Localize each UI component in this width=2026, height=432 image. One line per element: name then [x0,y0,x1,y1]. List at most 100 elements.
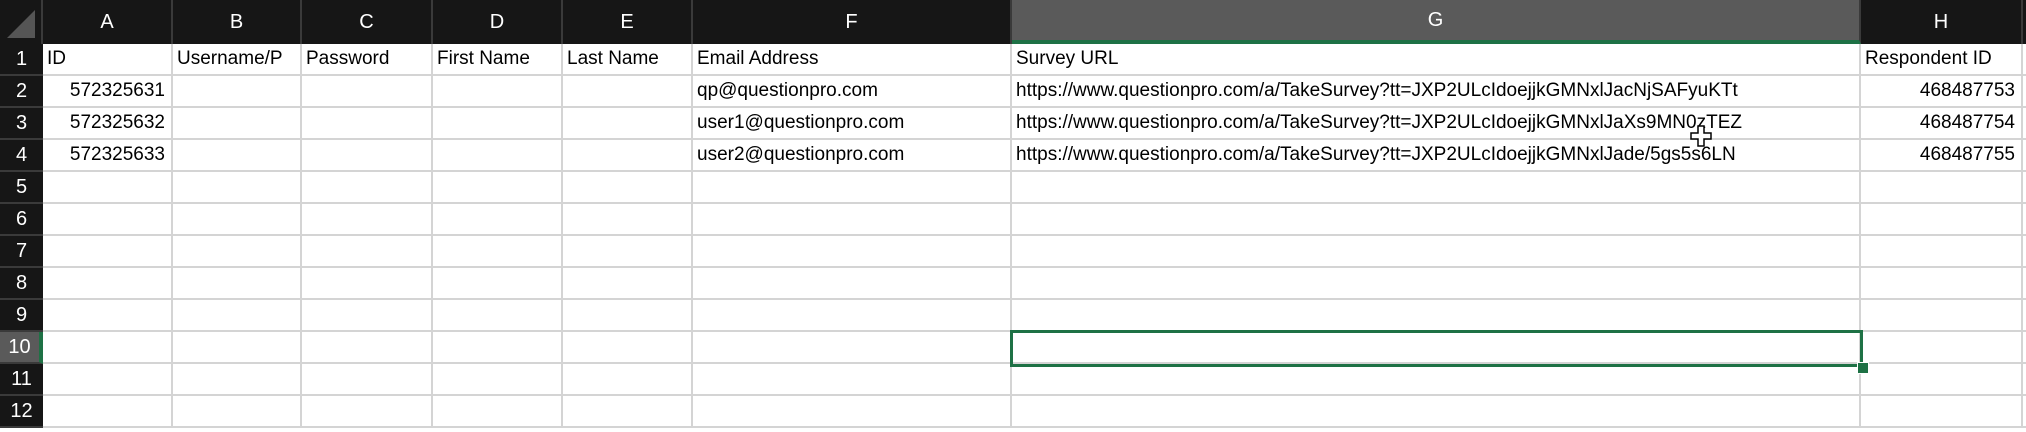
cell-e9[interactable] [563,300,693,332]
cell-b4[interactable] [173,140,302,172]
cell-h11[interactable] [1861,364,2023,396]
cell-g7[interactable] [1012,236,1861,268]
row-header-11[interactable]: 11 [0,364,43,396]
cell-b3[interactable] [173,108,302,140]
cell-b1[interactable]: Username/P [173,44,302,76]
cell-extra-4[interactable] [2023,140,2026,172]
cell-f6[interactable] [693,204,1012,236]
cell-h10[interactable] [1861,332,2023,364]
cell-extra-12[interactable] [2023,396,2026,428]
cell-c3[interactable] [302,108,433,140]
row-header-10[interactable]: 10 [0,332,43,364]
row-header-3[interactable]: 3 [0,108,43,140]
cell-b12[interactable] [173,396,302,428]
cell-b8[interactable] [173,268,302,300]
cell-b7[interactable] [173,236,302,268]
row-header-8[interactable]: 8 [0,268,43,300]
cell-h4[interactable]: 468487755 [1861,140,2023,172]
column-header-h[interactable]: H [1861,0,2023,44]
cell-g4[interactable]: https://www.questionpro.com/a/TakeSurvey… [1012,140,1861,172]
cell-b2[interactable] [173,76,302,108]
cell-extra-2[interactable] [2023,76,2026,108]
cell-f12[interactable] [693,396,1012,428]
cell-a9[interactable] [43,300,173,332]
cell-extra-1[interactable] [2023,44,2026,76]
cell-f1[interactable]: Email Address [693,44,1012,76]
cell-extra-10[interactable] [2023,332,2026,364]
cell-c5[interactable] [302,172,433,204]
cell-d7[interactable] [433,236,563,268]
cell-b5[interactable] [173,172,302,204]
cell-g1[interactable]: Survey URL [1012,44,1861,76]
cell-a1[interactable]: ID [43,44,173,76]
cell-e6[interactable] [563,204,693,236]
cell-f3[interactable]: user1@questionpro.com [693,108,1012,140]
row-header-2[interactable]: 2 [0,76,43,108]
cell-extra-6[interactable] [2023,204,2026,236]
row-header-1[interactable]: 1 [0,44,43,76]
column-header-extra[interactable] [2023,0,2026,44]
column-header-d[interactable]: D [433,0,563,44]
cell-d4[interactable] [433,140,563,172]
cell-g12[interactable] [1012,396,1861,428]
column-header-g[interactable]: G [1012,0,1861,44]
column-header-f[interactable]: F [693,0,1012,44]
row-header-6[interactable]: 6 [0,204,43,236]
cell-a2[interactable]: 572325631 [43,76,173,108]
cell-e3[interactable] [563,108,693,140]
cell-extra-7[interactable] [2023,236,2026,268]
cell-d9[interactable] [433,300,563,332]
cell-d10[interactable] [433,332,563,364]
cell-f9[interactable] [693,300,1012,332]
cell-f7[interactable] [693,236,1012,268]
cell-f10[interactable] [693,332,1012,364]
cell-h6[interactable] [1861,204,2023,236]
cell-f2[interactable]: qp@questionpro.com [693,76,1012,108]
cell-e5[interactable] [563,172,693,204]
cell-b10[interactable] [173,332,302,364]
column-header-b[interactable]: B [173,0,302,44]
row-header-9[interactable]: 9 [0,300,43,332]
cell-extra-11[interactable] [2023,364,2026,396]
cell-extra-3[interactable] [2023,108,2026,140]
cell-c10[interactable] [302,332,433,364]
cell-d5[interactable] [433,172,563,204]
cell-a7[interactable] [43,236,173,268]
cell-a4[interactable]: 572325633 [43,140,173,172]
cell-h7[interactable] [1861,236,2023,268]
cell-c7[interactable] [302,236,433,268]
cell-d3[interactable] [433,108,563,140]
cell-g2[interactable]: https://www.questionpro.com/a/TakeSurvey… [1012,76,1861,108]
cell-f4[interactable]: user2@questionpro.com [693,140,1012,172]
row-header-12[interactable]: 12 [0,396,43,428]
cell-h8[interactable] [1861,268,2023,300]
cell-a10[interactable] [43,332,173,364]
cell-extra-9[interactable] [2023,300,2026,332]
row-header-4[interactable]: 4 [0,140,43,172]
cell-a8[interactable] [43,268,173,300]
cell-h1[interactable]: Respondent ID [1861,44,2023,76]
cell-d2[interactable] [433,76,563,108]
cell-g9[interactable] [1012,300,1861,332]
cell-c9[interactable] [302,300,433,332]
cell-e10[interactable] [563,332,693,364]
cell-f8[interactable] [693,268,1012,300]
column-header-e[interactable]: E [563,0,693,44]
cell-e2[interactable] [563,76,693,108]
cell-b9[interactable] [173,300,302,332]
cell-e11[interactable] [563,364,693,396]
cell-g11[interactable] [1012,364,1861,396]
cell-extra-5[interactable] [2023,172,2026,204]
cell-a11[interactable] [43,364,173,396]
column-header-a[interactable]: A [43,0,173,44]
cell-b6[interactable] [173,204,302,236]
cell-c6[interactable] [302,204,433,236]
row-header-7[interactable]: 7 [0,236,43,268]
cell-f5[interactable] [693,172,1012,204]
row-header-5[interactable]: 5 [0,172,43,204]
cell-h12[interactable] [1861,396,2023,428]
cell-e1[interactable]: Last Name [563,44,693,76]
cell-d11[interactable] [433,364,563,396]
cell-h3[interactable]: 468487754 [1861,108,2023,140]
cell-h5[interactable] [1861,172,2023,204]
